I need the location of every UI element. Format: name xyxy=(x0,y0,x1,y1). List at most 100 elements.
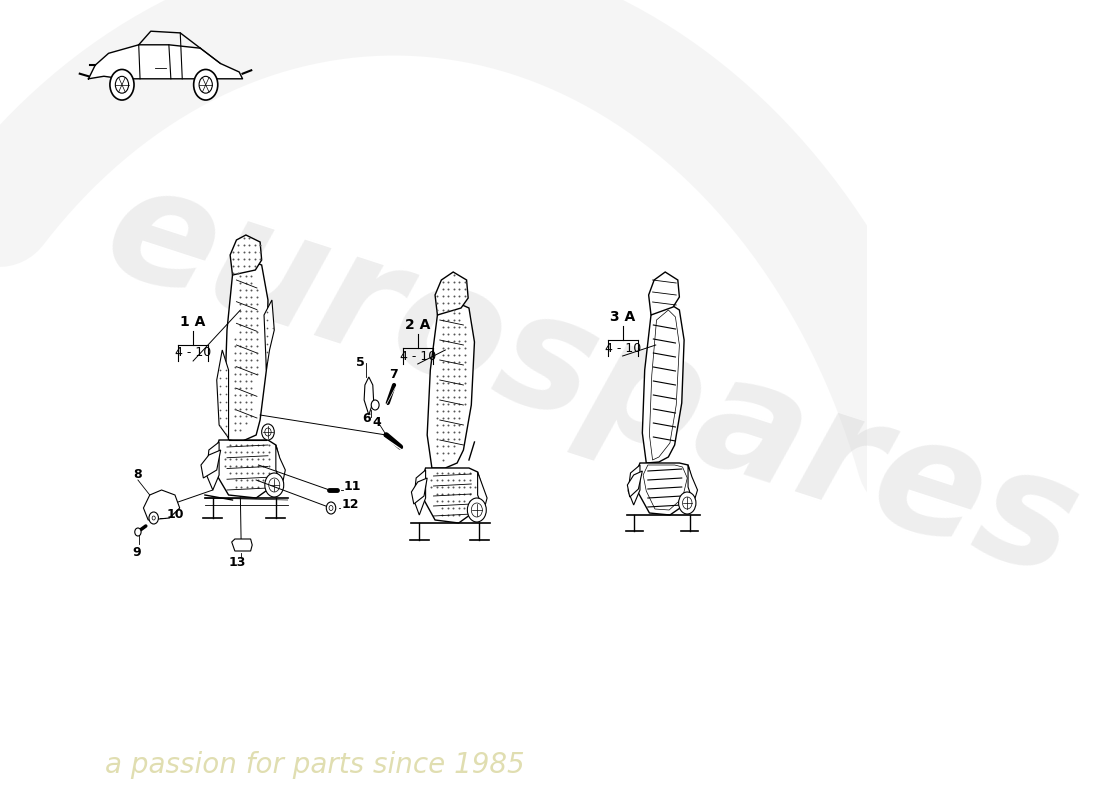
Point xyxy=(249,290,266,303)
Point xyxy=(232,374,250,387)
Point xyxy=(451,282,469,295)
Text: 4 - 10: 4 - 10 xyxy=(399,350,436,362)
Point xyxy=(232,298,250,310)
Point xyxy=(439,494,456,507)
Point xyxy=(238,417,255,430)
Point xyxy=(211,387,229,400)
Point xyxy=(232,277,250,290)
Point xyxy=(232,346,250,359)
Circle shape xyxy=(265,428,271,436)
Point xyxy=(238,474,255,486)
Point xyxy=(446,446,463,459)
Point xyxy=(218,363,235,377)
Point xyxy=(238,368,255,381)
Point xyxy=(227,466,244,479)
Text: 2 A: 2 A xyxy=(405,318,430,332)
Point xyxy=(234,232,252,245)
Point xyxy=(258,306,276,318)
Point xyxy=(451,433,469,446)
Point xyxy=(434,433,452,446)
Point xyxy=(223,253,241,266)
Circle shape xyxy=(262,424,274,440)
Point xyxy=(434,349,452,362)
Point xyxy=(249,438,266,451)
Point xyxy=(243,410,261,422)
Point xyxy=(229,253,246,266)
Point xyxy=(254,459,272,472)
Point xyxy=(429,390,447,403)
Point xyxy=(428,481,446,494)
Point xyxy=(223,259,241,272)
Polygon shape xyxy=(688,465,697,503)
Polygon shape xyxy=(217,350,229,438)
Point xyxy=(238,382,255,394)
Point xyxy=(223,246,241,258)
Point xyxy=(243,466,261,479)
Point xyxy=(434,275,452,289)
Point xyxy=(434,290,452,302)
Point xyxy=(440,355,458,368)
Point xyxy=(234,246,252,258)
Circle shape xyxy=(116,76,129,93)
Point xyxy=(223,266,241,279)
Point xyxy=(451,418,469,431)
Point xyxy=(446,370,463,382)
Point xyxy=(466,481,484,494)
Point xyxy=(243,298,261,310)
Point xyxy=(461,487,478,501)
Point xyxy=(232,368,250,381)
Circle shape xyxy=(194,70,218,100)
Point xyxy=(238,396,255,408)
Point xyxy=(434,411,452,424)
Point xyxy=(451,334,469,347)
Point xyxy=(444,494,462,507)
Point xyxy=(434,390,452,403)
Point xyxy=(440,405,458,418)
Point xyxy=(243,389,261,402)
Point xyxy=(440,384,458,397)
Point xyxy=(439,487,456,501)
Point xyxy=(238,346,255,359)
Point xyxy=(434,282,452,295)
Point xyxy=(218,380,235,393)
Point xyxy=(232,318,250,331)
Point xyxy=(455,481,473,494)
Point xyxy=(211,396,229,408)
Point xyxy=(456,342,474,354)
Point xyxy=(429,384,447,397)
Point xyxy=(456,377,474,390)
Point xyxy=(451,426,469,438)
Point xyxy=(260,466,277,479)
Polygon shape xyxy=(642,303,684,463)
Point xyxy=(227,389,244,402)
Polygon shape xyxy=(436,272,469,315)
Point xyxy=(254,453,272,466)
Point xyxy=(240,232,257,245)
Point xyxy=(258,322,276,334)
Point xyxy=(446,355,463,368)
Point xyxy=(451,411,469,424)
Point xyxy=(232,305,250,318)
Circle shape xyxy=(329,506,333,510)
Point xyxy=(254,474,272,486)
Point xyxy=(446,290,463,302)
Point xyxy=(249,318,266,331)
Point xyxy=(444,509,462,522)
Point xyxy=(446,297,463,310)
Point xyxy=(440,328,458,341)
Point xyxy=(439,474,456,486)
Point xyxy=(245,246,263,258)
Point xyxy=(433,481,451,494)
Point xyxy=(429,405,447,418)
Point xyxy=(221,459,239,472)
Point xyxy=(243,270,261,282)
Point xyxy=(461,466,478,479)
Polygon shape xyxy=(232,539,252,551)
Point xyxy=(260,474,277,486)
Point xyxy=(451,290,469,302)
Point xyxy=(243,326,261,338)
Point xyxy=(451,398,469,410)
Polygon shape xyxy=(649,310,680,460)
Point xyxy=(238,410,255,422)
Point xyxy=(243,283,261,296)
